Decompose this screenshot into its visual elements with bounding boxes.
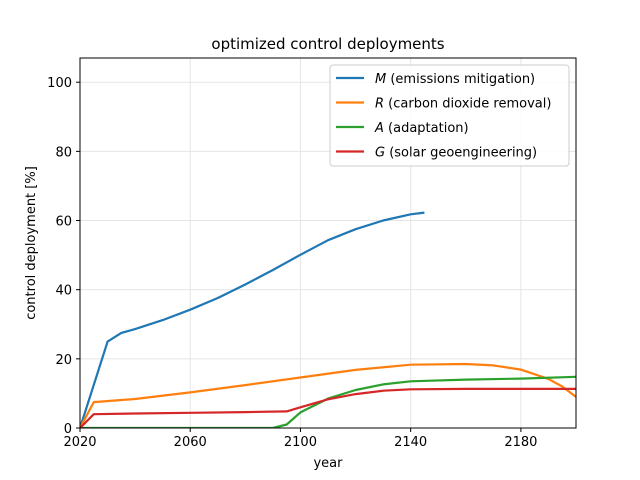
legend-description: (solar geoengineering) bbox=[385, 146, 537, 161]
legend-entry-m: M (emissions mitigation) bbox=[375, 72, 535, 87]
legend-entry-r: R (carbon dioxide removal) bbox=[375, 97, 551, 112]
legend-symbol: M bbox=[375, 72, 386, 87]
legend-entry-a: A (adaptation) bbox=[374, 121, 469, 136]
y-tick-label: 40 bbox=[55, 284, 72, 299]
series-line-g bbox=[80, 387, 576, 428]
legend-entry-g: G (solar geoengineering) bbox=[375, 146, 537, 161]
legend-description: (carbon dioxide removal) bbox=[384, 97, 551, 112]
series-line-a bbox=[80, 375, 576, 428]
legend-box bbox=[329, 64, 570, 167]
y-axis: 0 20 40 60 80 100 bbox=[47, 76, 80, 437]
x-axis-label: year bbox=[313, 456, 343, 471]
legend-symbol: R bbox=[375, 97, 384, 112]
y-axis-label: control deployment [%] bbox=[24, 166, 39, 320]
legend-symbol: G bbox=[375, 146, 385, 161]
plot-frame bbox=[79, 57, 577, 429]
legend-symbol: A bbox=[374, 121, 384, 136]
y-tick-label: 20 bbox=[55, 353, 72, 368]
legend-description: (adaptation) bbox=[384, 121, 469, 136]
series-layer bbox=[80, 211, 576, 428]
y-tick-label: 0 bbox=[64, 422, 72, 437]
legend: M (emissions mitigation)R (carbon dioxid… bbox=[329, 64, 570, 167]
x-tick-label: 2020 bbox=[63, 435, 96, 450]
x-tick-label: 2100 bbox=[284, 435, 317, 450]
x-tick-label: 2180 bbox=[504, 435, 537, 450]
y-tick-label: 80 bbox=[55, 145, 72, 160]
chart-title: optimized control deployments bbox=[211, 35, 444, 53]
x-tick-label: 2060 bbox=[174, 435, 207, 450]
legend-description: (emissions mitigation) bbox=[386, 72, 535, 87]
y-tick-label: 60 bbox=[55, 215, 72, 230]
y-tick-label: 100 bbox=[47, 76, 72, 91]
x-axis: 2020 2060 2100 2140 2180 bbox=[63, 428, 537, 450]
series-line-m bbox=[80, 211, 425, 428]
x-tick-label: 2140 bbox=[394, 435, 427, 450]
